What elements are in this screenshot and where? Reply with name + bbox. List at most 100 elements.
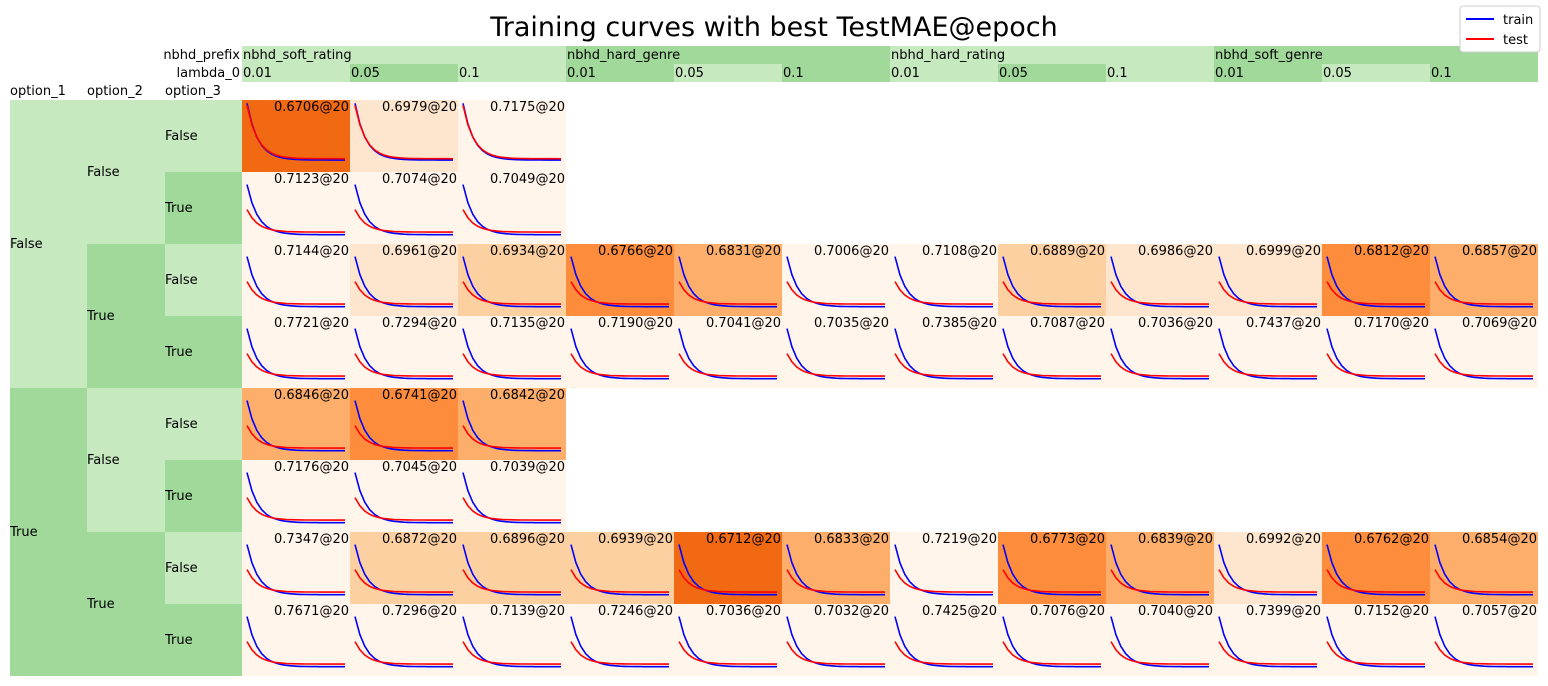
cell-label-6-3: 0.6939@20 (598, 532, 673, 547)
lambda-header-4 (674, 64, 782, 82)
row-header-0-0 (10, 100, 87, 388)
prefix-header-label-3: nbhd_soft_genre (1215, 48, 1323, 63)
cell-label-6-10: 0.6762@20 (1354, 532, 1429, 547)
train-curve-5-0 (246, 472, 345, 524)
lambda-header-label-10: 0.05 (1323, 66, 1352, 81)
lambda-header-label-5: 0.1 (783, 66, 804, 81)
test-curve-6-6 (894, 569, 993, 593)
test-curve-4-2 (462, 425, 561, 449)
lambda-header-5 (782, 64, 890, 82)
test-curve-2-4 (678, 281, 777, 305)
lambda-header-label-7: 0.05 (999, 66, 1028, 81)
cell-label-6-2: 0.6896@20 (490, 532, 565, 547)
test-curve-6-0 (246, 569, 345, 593)
train-curve-7-2 (462, 616, 561, 668)
train-curve-2-0 (246, 256, 345, 308)
test-curve-7-4 (678, 641, 777, 665)
test-curve-2-9 (1218, 281, 1317, 305)
cell-label-2-2: 0.6934@20 (490, 244, 565, 259)
legend-train-label: train (1503, 13, 1533, 28)
test-curve-7-1 (354, 641, 453, 665)
row-level-label-0: option_1 (10, 84, 66, 99)
cell-label-7-10: 0.7152@20 (1354, 604, 1429, 619)
train-curve-3-10 (1326, 328, 1425, 380)
train-curve-7-4 (678, 616, 777, 668)
row-header-1-0 (87, 100, 165, 244)
train-curve-1-1 (354, 184, 453, 236)
nbhd-prefix-level-label: nbhd_prefix (163, 48, 240, 63)
cell-label-3-2: 0.7135@20 (490, 316, 565, 331)
cell-label-7-9: 0.7399@20 (1246, 604, 1321, 619)
cell-label-2-7: 0.6889@20 (1030, 244, 1105, 259)
row-header-label-2-7: True (164, 633, 193, 648)
test-curve-6-10 (1326, 569, 1425, 593)
row-header-2-2 (165, 244, 242, 316)
lambda-header-11 (1430, 64, 1538, 82)
cell-label-7-3: 0.7246@20 (598, 604, 673, 619)
test-curve-1-1 (354, 209, 453, 233)
train-curve-7-8 (1110, 616, 1209, 668)
test-curve-5-1 (354, 497, 453, 521)
train-curve-6-3 (570, 544, 669, 596)
test-curve-2-10 (1326, 281, 1425, 305)
train-curve-7-7 (1002, 616, 1101, 668)
train-curve-3-4 (678, 328, 777, 380)
row-header-label-1-6: True (86, 597, 115, 612)
train-curve-3-3 (570, 328, 669, 380)
test-curve-4-1 (354, 425, 453, 449)
cell-label-2-6: 0.7108@20 (922, 244, 997, 259)
train-curve-2-5 (786, 256, 885, 308)
row-header-label-2-1: True (164, 201, 193, 216)
test-curve-2-0 (246, 281, 345, 305)
cell-label-3-8: 0.7036@20 (1138, 316, 1213, 331)
lambda-header-label-3: 0.01 (567, 66, 596, 81)
cell-label-5-1: 0.7045@20 (382, 460, 457, 475)
row-header-label-2-2: False (165, 273, 198, 288)
row-header-1-4 (87, 388, 165, 532)
test-curve-2-3 (570, 281, 669, 305)
train-curve-3-11 (1434, 328, 1533, 380)
train-curve-2-9 (1218, 256, 1317, 308)
lambda-header-label-2: 0.1 (459, 66, 480, 81)
cell-label-4-0: 0.6846@20 (274, 388, 349, 403)
train-curve-6-9 (1218, 544, 1317, 596)
cell-label-2-4: 0.6831@20 (706, 244, 781, 259)
cell-label-2-11: 0.6857@20 (1462, 244, 1537, 259)
test-curve-7-6 (894, 641, 993, 665)
test-curve-3-10 (1326, 353, 1425, 377)
test-curve-7-5 (786, 641, 885, 665)
legend-test-label: test (1503, 33, 1528, 48)
cell-label-7-2: 0.7139@20 (490, 604, 565, 619)
cell-grid: 0.6706@20 0.6979@20 0.7175@20 0.7123@20 0.70… (242, 100, 1538, 676)
train-curve-2-11 (1434, 256, 1533, 308)
lambda-header-8 (1106, 64, 1214, 82)
cell-label-6-1: 0.6872@20 (382, 532, 457, 547)
row-header-1-2 (87, 244, 165, 388)
train-curve-6-5 (786, 544, 885, 596)
train-curve-6-11 (1434, 544, 1533, 596)
train-curve-1-0 (246, 184, 345, 236)
cell-label-0-0: 0.6706@20 (274, 100, 349, 115)
cell-label-3-11: 0.7069@20 (1462, 316, 1537, 331)
test-curve-6-11 (1434, 569, 1533, 593)
cell-label-2-10: 0.6812@20 (1354, 244, 1429, 259)
prefix-header-label-0: nbhd_soft_rating (243, 48, 352, 63)
prefix-header-0 (242, 46, 566, 64)
row-header-2-0 (165, 100, 242, 172)
row-header-0-4 (10, 388, 87, 676)
train-curve-5-2 (462, 472, 561, 524)
lambda-header-3 (566, 64, 674, 82)
row-header-2-5 (165, 460, 242, 532)
test-curve-7-3 (570, 641, 669, 665)
cell-label-0-1: 0.6979@20 (382, 100, 457, 115)
lambda-header-label-9: 0.01 (1215, 66, 1244, 81)
test-curve-6-1 (354, 569, 453, 593)
cell-label-4-2: 0.6842@20 (490, 388, 565, 403)
lambda-header-0 (242, 64, 350, 82)
cell-label-6-5: 0.6833@20 (814, 532, 889, 547)
test-curve-5-2 (462, 497, 561, 521)
row-header-label-2-4: False (165, 417, 198, 432)
cell-label-3-5: 0.7035@20 (814, 316, 889, 331)
cell-label-5-2: 0.7039@20 (490, 460, 565, 475)
cell-label-3-7: 0.7087@20 (1030, 316, 1105, 331)
